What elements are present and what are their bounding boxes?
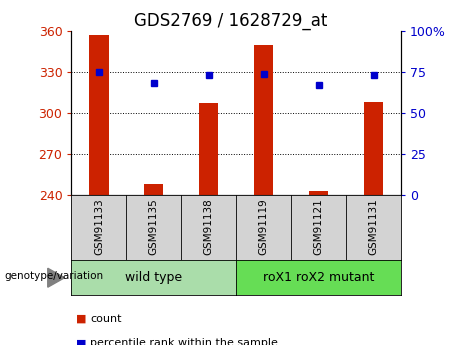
Bar — [364, 102, 383, 195]
Bar — [89, 35, 108, 195]
Text: percentile rank within the sample: percentile rank within the sample — [90, 338, 278, 345]
Text: genotype/variation: genotype/variation — [5, 271, 104, 281]
Text: GSM91135: GSM91135 — [149, 198, 159, 255]
Text: GSM91131: GSM91131 — [369, 198, 378, 255]
Text: count: count — [90, 314, 121, 324]
Text: GSM91119: GSM91119 — [259, 198, 269, 255]
Text: GSM91133: GSM91133 — [94, 198, 104, 255]
Bar — [309, 191, 328, 195]
Text: GSM91121: GSM91121 — [313, 198, 324, 255]
Text: roX1 roX2 mutant: roX1 roX2 mutant — [263, 271, 374, 284]
Polygon shape — [48, 268, 65, 287]
Text: wild type: wild type — [125, 271, 183, 284]
Text: GDS2769 / 1628729_at: GDS2769 / 1628729_at — [134, 12, 327, 30]
Text: ■: ■ — [76, 338, 87, 345]
Bar — [144, 184, 164, 195]
Text: ■: ■ — [76, 314, 87, 324]
Bar — [254, 45, 273, 195]
Bar — [199, 104, 219, 195]
Text: GSM91138: GSM91138 — [204, 198, 214, 255]
